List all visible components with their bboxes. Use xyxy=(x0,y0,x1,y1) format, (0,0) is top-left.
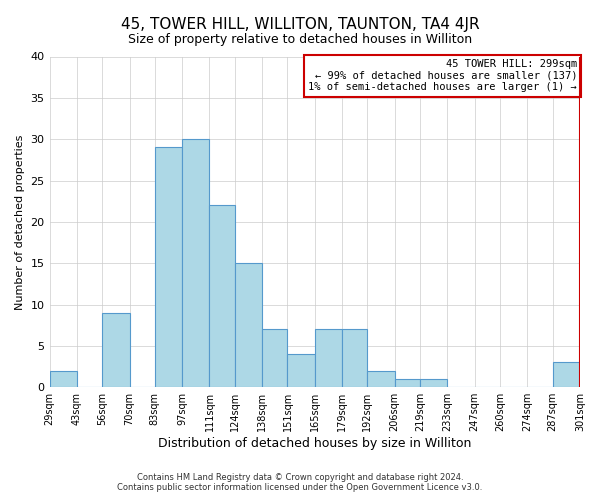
Bar xyxy=(315,330,342,387)
Text: Size of property relative to detached houses in Williton: Size of property relative to detached ho… xyxy=(128,32,472,46)
Y-axis label: Number of detached properties: Number of detached properties xyxy=(15,134,25,310)
Bar xyxy=(102,313,130,387)
Bar xyxy=(367,370,395,387)
Bar xyxy=(262,330,287,387)
Bar xyxy=(420,379,448,387)
Bar xyxy=(553,362,580,387)
Bar xyxy=(209,206,235,387)
Bar xyxy=(342,330,367,387)
Bar xyxy=(287,354,315,387)
Text: 45 TOWER HILL: 299sqm
← 99% of detached houses are smaller (137)
1% of semi-deta: 45 TOWER HILL: 299sqm ← 99% of detached … xyxy=(308,60,577,92)
Bar xyxy=(155,148,182,387)
Bar xyxy=(50,370,77,387)
Bar xyxy=(395,379,420,387)
Bar xyxy=(235,263,262,387)
Text: 45, TOWER HILL, WILLITON, TAUNTON, TA4 4JR: 45, TOWER HILL, WILLITON, TAUNTON, TA4 4… xyxy=(121,18,479,32)
Text: Contains HM Land Registry data © Crown copyright and database right 2024.
Contai: Contains HM Land Registry data © Crown c… xyxy=(118,473,482,492)
X-axis label: Distribution of detached houses by size in Williton: Distribution of detached houses by size … xyxy=(158,437,472,450)
Bar xyxy=(182,139,209,387)
